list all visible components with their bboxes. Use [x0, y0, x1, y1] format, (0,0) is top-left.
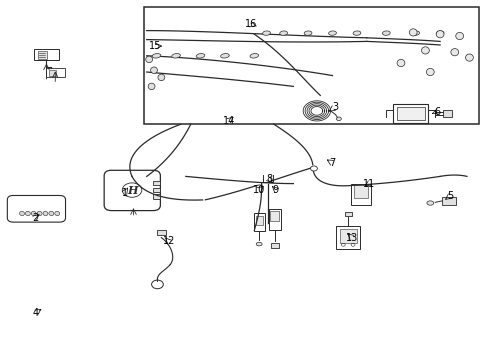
Ellipse shape: [196, 54, 204, 58]
FancyBboxPatch shape: [49, 70, 56, 76]
Ellipse shape: [145, 56, 152, 63]
Bar: [270, 243, 278, 248]
Text: 12: 12: [162, 236, 175, 246]
Ellipse shape: [408, 29, 416, 36]
Text: 3: 3: [331, 102, 337, 112]
Ellipse shape: [435, 31, 443, 35]
FancyBboxPatch shape: [34, 49, 59, 60]
Text: 14: 14: [222, 116, 235, 126]
Text: 9: 9: [272, 185, 278, 195]
Text: 8: 8: [265, 174, 271, 184]
Ellipse shape: [158, 74, 164, 81]
Text: 7: 7: [329, 158, 335, 168]
FancyBboxPatch shape: [104, 170, 160, 211]
Circle shape: [310, 166, 317, 171]
Ellipse shape: [49, 211, 54, 216]
Text: 6: 6: [434, 107, 440, 117]
FancyBboxPatch shape: [396, 107, 424, 120]
Ellipse shape: [25, 211, 30, 216]
Ellipse shape: [455, 32, 463, 40]
FancyBboxPatch shape: [392, 104, 427, 123]
Text: 5: 5: [446, 191, 452, 201]
Bar: [152, 188, 160, 192]
Ellipse shape: [150, 67, 157, 73]
Ellipse shape: [352, 31, 360, 35]
FancyBboxPatch shape: [7, 195, 65, 222]
Text: 4: 4: [32, 308, 38, 318]
Ellipse shape: [31, 211, 36, 216]
Ellipse shape: [304, 31, 311, 35]
Ellipse shape: [411, 31, 419, 35]
Bar: [144, 7, 478, 124]
Bar: [157, 230, 165, 235]
Ellipse shape: [396, 59, 404, 67]
Text: 11: 11: [362, 179, 375, 189]
Text: 15: 15: [149, 41, 162, 51]
Text: 16: 16: [244, 19, 257, 30]
Ellipse shape: [43, 211, 48, 216]
Bar: [152, 181, 160, 185]
FancyBboxPatch shape: [253, 213, 264, 231]
FancyBboxPatch shape: [270, 211, 279, 221]
Ellipse shape: [465, 54, 472, 61]
FancyBboxPatch shape: [339, 229, 356, 243]
Text: 2: 2: [32, 213, 38, 223]
FancyBboxPatch shape: [268, 209, 280, 230]
Ellipse shape: [426, 201, 433, 205]
FancyBboxPatch shape: [255, 216, 263, 225]
Ellipse shape: [328, 31, 336, 35]
FancyBboxPatch shape: [350, 184, 370, 205]
Ellipse shape: [426, 68, 433, 76]
Ellipse shape: [435, 31, 443, 38]
Ellipse shape: [37, 211, 42, 216]
Ellipse shape: [249, 54, 258, 58]
Ellipse shape: [171, 54, 180, 58]
Ellipse shape: [20, 211, 24, 216]
FancyBboxPatch shape: [353, 185, 367, 198]
Ellipse shape: [220, 54, 229, 58]
Ellipse shape: [279, 31, 287, 35]
Bar: [152, 194, 160, 199]
Bar: [441, 197, 455, 205]
Text: H: H: [126, 185, 137, 195]
Ellipse shape: [152, 54, 161, 58]
Ellipse shape: [382, 31, 389, 35]
FancyBboxPatch shape: [46, 68, 64, 77]
Text: 1: 1: [122, 188, 127, 198]
Bar: [344, 212, 351, 216]
Ellipse shape: [421, 47, 428, 54]
Ellipse shape: [450, 49, 458, 56]
Text: 13: 13: [345, 233, 358, 243]
Ellipse shape: [262, 31, 270, 35]
Ellipse shape: [55, 211, 60, 216]
FancyBboxPatch shape: [336, 226, 359, 249]
Text: 10: 10: [252, 185, 265, 195]
Ellipse shape: [256, 242, 262, 246]
Bar: [442, 110, 451, 117]
Ellipse shape: [336, 117, 341, 121]
Ellipse shape: [148, 83, 155, 90]
FancyBboxPatch shape: [38, 51, 47, 59]
